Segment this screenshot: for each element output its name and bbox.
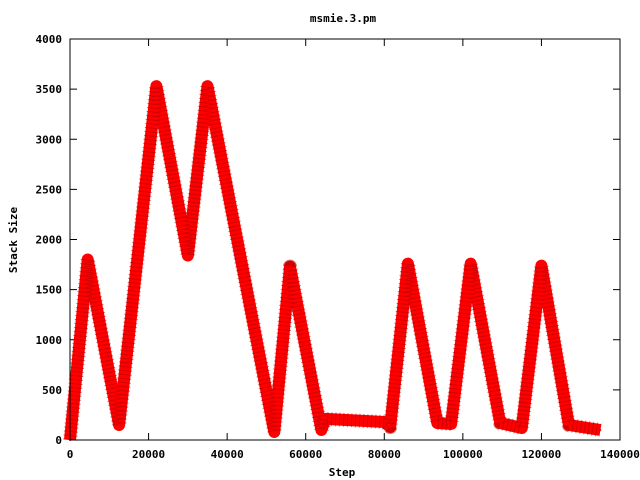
x-tick-label: 40000 xyxy=(211,448,244,461)
series-line-texture xyxy=(63,79,602,441)
y-tick-label: 1500 xyxy=(36,284,63,297)
y-axis-ticks: 0 500 1000 1500 2000 2500 3000 3500 4000 xyxy=(36,33,620,447)
series-line xyxy=(64,80,602,441)
data-point xyxy=(567,423,570,426)
x-axis-ticks: 0 20000 40000 60000 80000 100000 120000 140000 xyxy=(67,39,640,461)
data-point xyxy=(320,428,323,431)
x-tick-label: 80000 xyxy=(368,448,401,461)
plot-frame xyxy=(69,38,621,441)
y-tick-label: 500 xyxy=(42,384,62,397)
chart-title: msmie.3.pm xyxy=(310,12,377,25)
data-point xyxy=(86,258,89,261)
y-axis-label: Stack Size xyxy=(7,207,20,274)
data-point xyxy=(383,420,386,423)
series-lines xyxy=(63,79,602,441)
y-tick-label: 2000 xyxy=(36,234,63,247)
data-point xyxy=(273,430,276,433)
data-point xyxy=(389,425,392,428)
x-tick-label: 20000 xyxy=(132,448,165,461)
data-point xyxy=(324,417,327,420)
data-point xyxy=(499,421,502,424)
data-point xyxy=(450,422,453,425)
data-point xyxy=(206,85,209,88)
data-point xyxy=(155,85,158,88)
x-axis-label: Step xyxy=(329,466,356,479)
x-tick-label: 140000 xyxy=(600,448,640,461)
data-point xyxy=(406,262,409,265)
x-tick-label: 60000 xyxy=(289,448,322,461)
x-tick-label: 100000 xyxy=(443,448,483,461)
data-point xyxy=(540,264,543,267)
x-tick-label: 120000 xyxy=(522,448,562,461)
data-point xyxy=(436,421,439,424)
data-point xyxy=(118,423,121,426)
y-tick-label: 1000 xyxy=(36,334,63,347)
data-point xyxy=(289,265,291,268)
y-tick-label: 4000 xyxy=(36,33,63,46)
y-tick-label: 3500 xyxy=(36,83,63,96)
y-tick-label: 2500 xyxy=(36,183,63,196)
y-tick-label: 3000 xyxy=(36,133,63,146)
data-point xyxy=(469,262,472,265)
x-tick-label: 0 xyxy=(67,448,74,461)
data-point xyxy=(599,428,602,431)
data-point xyxy=(186,254,189,257)
data-point xyxy=(520,426,523,429)
y-tick-label: 0 xyxy=(55,434,62,447)
